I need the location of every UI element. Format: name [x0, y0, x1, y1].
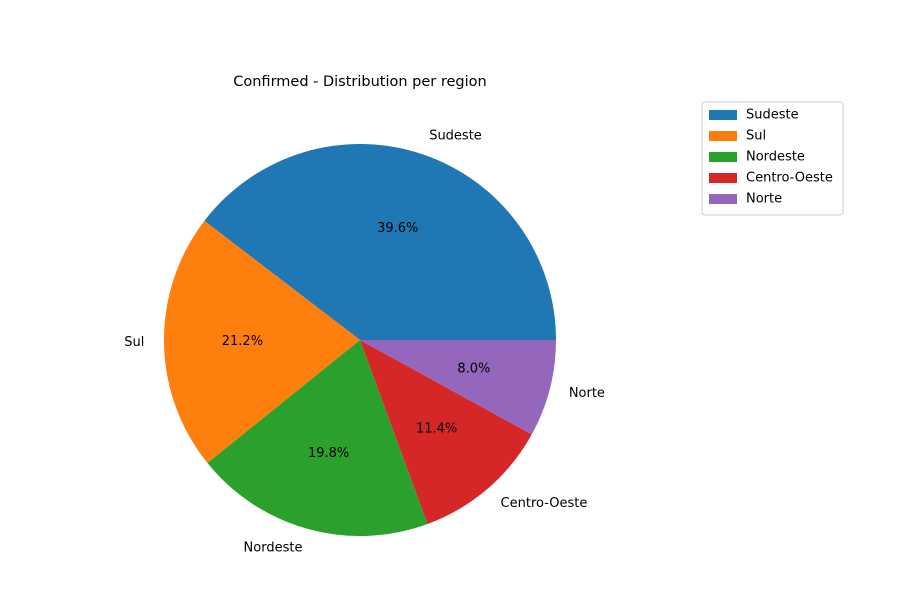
- pie-wedge: [360, 340, 556, 435]
- value-label: 39.6%: [377, 221, 418, 236]
- legend-box: [701, 101, 844, 216]
- legend-label: Norte: [746, 192, 782, 207]
- pie-wedge: [164, 220, 360, 464]
- value-label: 19.8%: [308, 446, 349, 461]
- legend-label: Sul: [746, 129, 766, 144]
- value-label: 11.4%: [416, 422, 457, 437]
- pie-wedge: [204, 144, 557, 340]
- wedge-label: Nordeste: [244, 540, 303, 555]
- wedge-label: Norte: [569, 386, 605, 401]
- legend-swatch: [709, 131, 737, 141]
- legend-swatch: [709, 194, 737, 204]
- wedge-label: Sudeste: [429, 128, 482, 143]
- legend-swatch: [709, 110, 737, 120]
- wedge-label: Centro-Oeste: [501, 496, 588, 511]
- legend-swatch: [709, 173, 737, 183]
- pie-wedge: [360, 340, 532, 524]
- value-label: 8.0%: [457, 362, 490, 377]
- legend-label: Centro-Oeste: [746, 171, 833, 186]
- legend-swatch: [709, 152, 737, 162]
- legend-label: Nordeste: [746, 150, 805, 165]
- legend-label: Sudeste: [746, 108, 799, 123]
- value-label: 21.2%: [222, 334, 263, 349]
- pie-wedge: [207, 340, 428, 536]
- chart-title: Confirmed - Distribution per region: [233, 74, 486, 90]
- wedge-label: Sul: [124, 335, 144, 350]
